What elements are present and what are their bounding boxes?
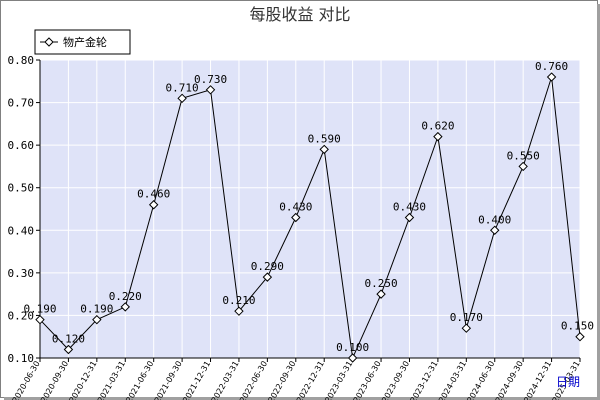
- data-point: [148, 200, 159, 210]
- data-point: [319, 144, 329, 155]
- x-tick-label: 2022-09-30: [266, 360, 297, 400]
- data-label: 0.590: [308, 132, 341, 145]
- data-point: [490, 225, 500, 235]
- data-label: 0.460: [137, 188, 170, 201]
- data-label: 0.620: [421, 120, 454, 133]
- data-label: 0.100: [336, 341, 369, 354]
- data-label: 0.150: [561, 320, 594, 333]
- data-label: 0.730: [194, 73, 227, 86]
- x-tick-label: 2024-03-31: [437, 360, 468, 400]
- data-label: 0.120: [52, 332, 85, 345]
- x-tick-label: 2024-12-31: [522, 360, 553, 400]
- x-tick-label: 2023-09-30: [380, 360, 411, 400]
- y-axis-ticks: 0.10 0.20 0.30 0.40 0.50 0.60 0.70 0.80: [8, 54, 40, 365]
- series-group: [35, 72, 585, 363]
- data-label: 0.400: [478, 213, 511, 226]
- x-tick-label: 2020-09-30: [39, 360, 70, 400]
- data-point: [461, 323, 472, 333]
- x-tick-label: 2023-12-31: [409, 360, 440, 400]
- data-point: [376, 289, 386, 299]
- x-tick-label: 2022-06-30: [238, 360, 269, 400]
- y-tick-label: 0.10: [8, 352, 35, 365]
- data-label: 0.290: [251, 260, 284, 273]
- legend: 物产金轮: [34, 29, 131, 55]
- grid-lines: [39, 59, 581, 359]
- data-point: [433, 131, 443, 142]
- x-tick-label: 2024-06-30: [465, 359, 496, 400]
- data-point: [291, 212, 301, 223]
- x-tick-label: 2023-06-30: [352, 360, 383, 400]
- frame-shadow-bottom: [4, 397, 600, 400]
- y-tick-label: 0.20: [8, 309, 35, 322]
- x-tick-label: 2024-09-30: [494, 360, 525, 400]
- x-tick-label: 2022-12-31: [295, 360, 326, 400]
- chart-title: 每股收益 对比: [249, 5, 350, 24]
- data-label: 0.190: [23, 303, 56, 316]
- x-tick-label: 2023-03-31: [323, 360, 354, 400]
- x-axis-ticks: 2020-06-302020-09-302020-12-312021-03-31…: [11, 358, 582, 400]
- data-point: [546, 72, 557, 82]
- y-tick-label: 0.40: [8, 224, 35, 237]
- data-labels: 0.1900.1200.1900.2200.4600.7100.7300.210…: [23, 60, 594, 354]
- y-tick-label: 0.50: [8, 182, 35, 195]
- data-label: 0.190: [80, 303, 113, 316]
- data-point: [92, 314, 102, 325]
- data-point: [575, 332, 585, 342]
- data-label: 0.430: [279, 201, 312, 214]
- data-label: 0.170: [450, 311, 483, 324]
- series-line: [39, 76, 581, 360]
- x-tick-label: 2021-12-31: [181, 360, 212, 400]
- data-point: [205, 85, 216, 95]
- data-label: 0.430: [393, 201, 426, 214]
- data-point: [63, 344, 74, 355]
- x-axis-extra-label: 日期: [556, 375, 580, 389]
- data-point: [404, 212, 415, 223]
- y-tick-label: 0.80: [8, 54, 35, 67]
- legend-entry: 物产金轮: [63, 35, 107, 49]
- y-tick-label: 0.70: [8, 97, 35, 110]
- data-point: [518, 161, 528, 172]
- data-point: [234, 306, 244, 316]
- data-point: [347, 353, 358, 363]
- x-tick-label: 2021-09-30: [153, 360, 184, 400]
- data-label: 0.710: [166, 81, 199, 94]
- axes: [39, 60, 580, 359]
- x-tick-label: 2021-03-31: [96, 360, 127, 400]
- data-point: [35, 314, 45, 325]
- data-point: [262, 272, 273, 282]
- data-label: 0.250: [364, 277, 397, 290]
- data-point: [177, 93, 187, 104]
- y-tick-label: 0.60: [8, 139, 35, 152]
- data-label: 0.220: [109, 290, 142, 303]
- x-tick-label: 2020-12-31: [68, 360, 99, 400]
- x-tick-label: 2021-06-30: [124, 360, 155, 400]
- y-tick-label: 0.30: [8, 267, 35, 280]
- frame-shadow-right: [597, 4, 600, 400]
- data-point: [120, 302, 130, 312]
- data-label: 0.760: [535, 60, 568, 73]
- data-label: 0.210: [222, 294, 255, 307]
- plot-area: [40, 60, 580, 358]
- x-tick-label: 2022-03-31: [210, 360, 241, 400]
- legend-marker: [44, 37, 54, 47]
- x-tick-label: 2020-06-30: [11, 360, 42, 400]
- data-label: 0.550: [507, 149, 540, 162]
